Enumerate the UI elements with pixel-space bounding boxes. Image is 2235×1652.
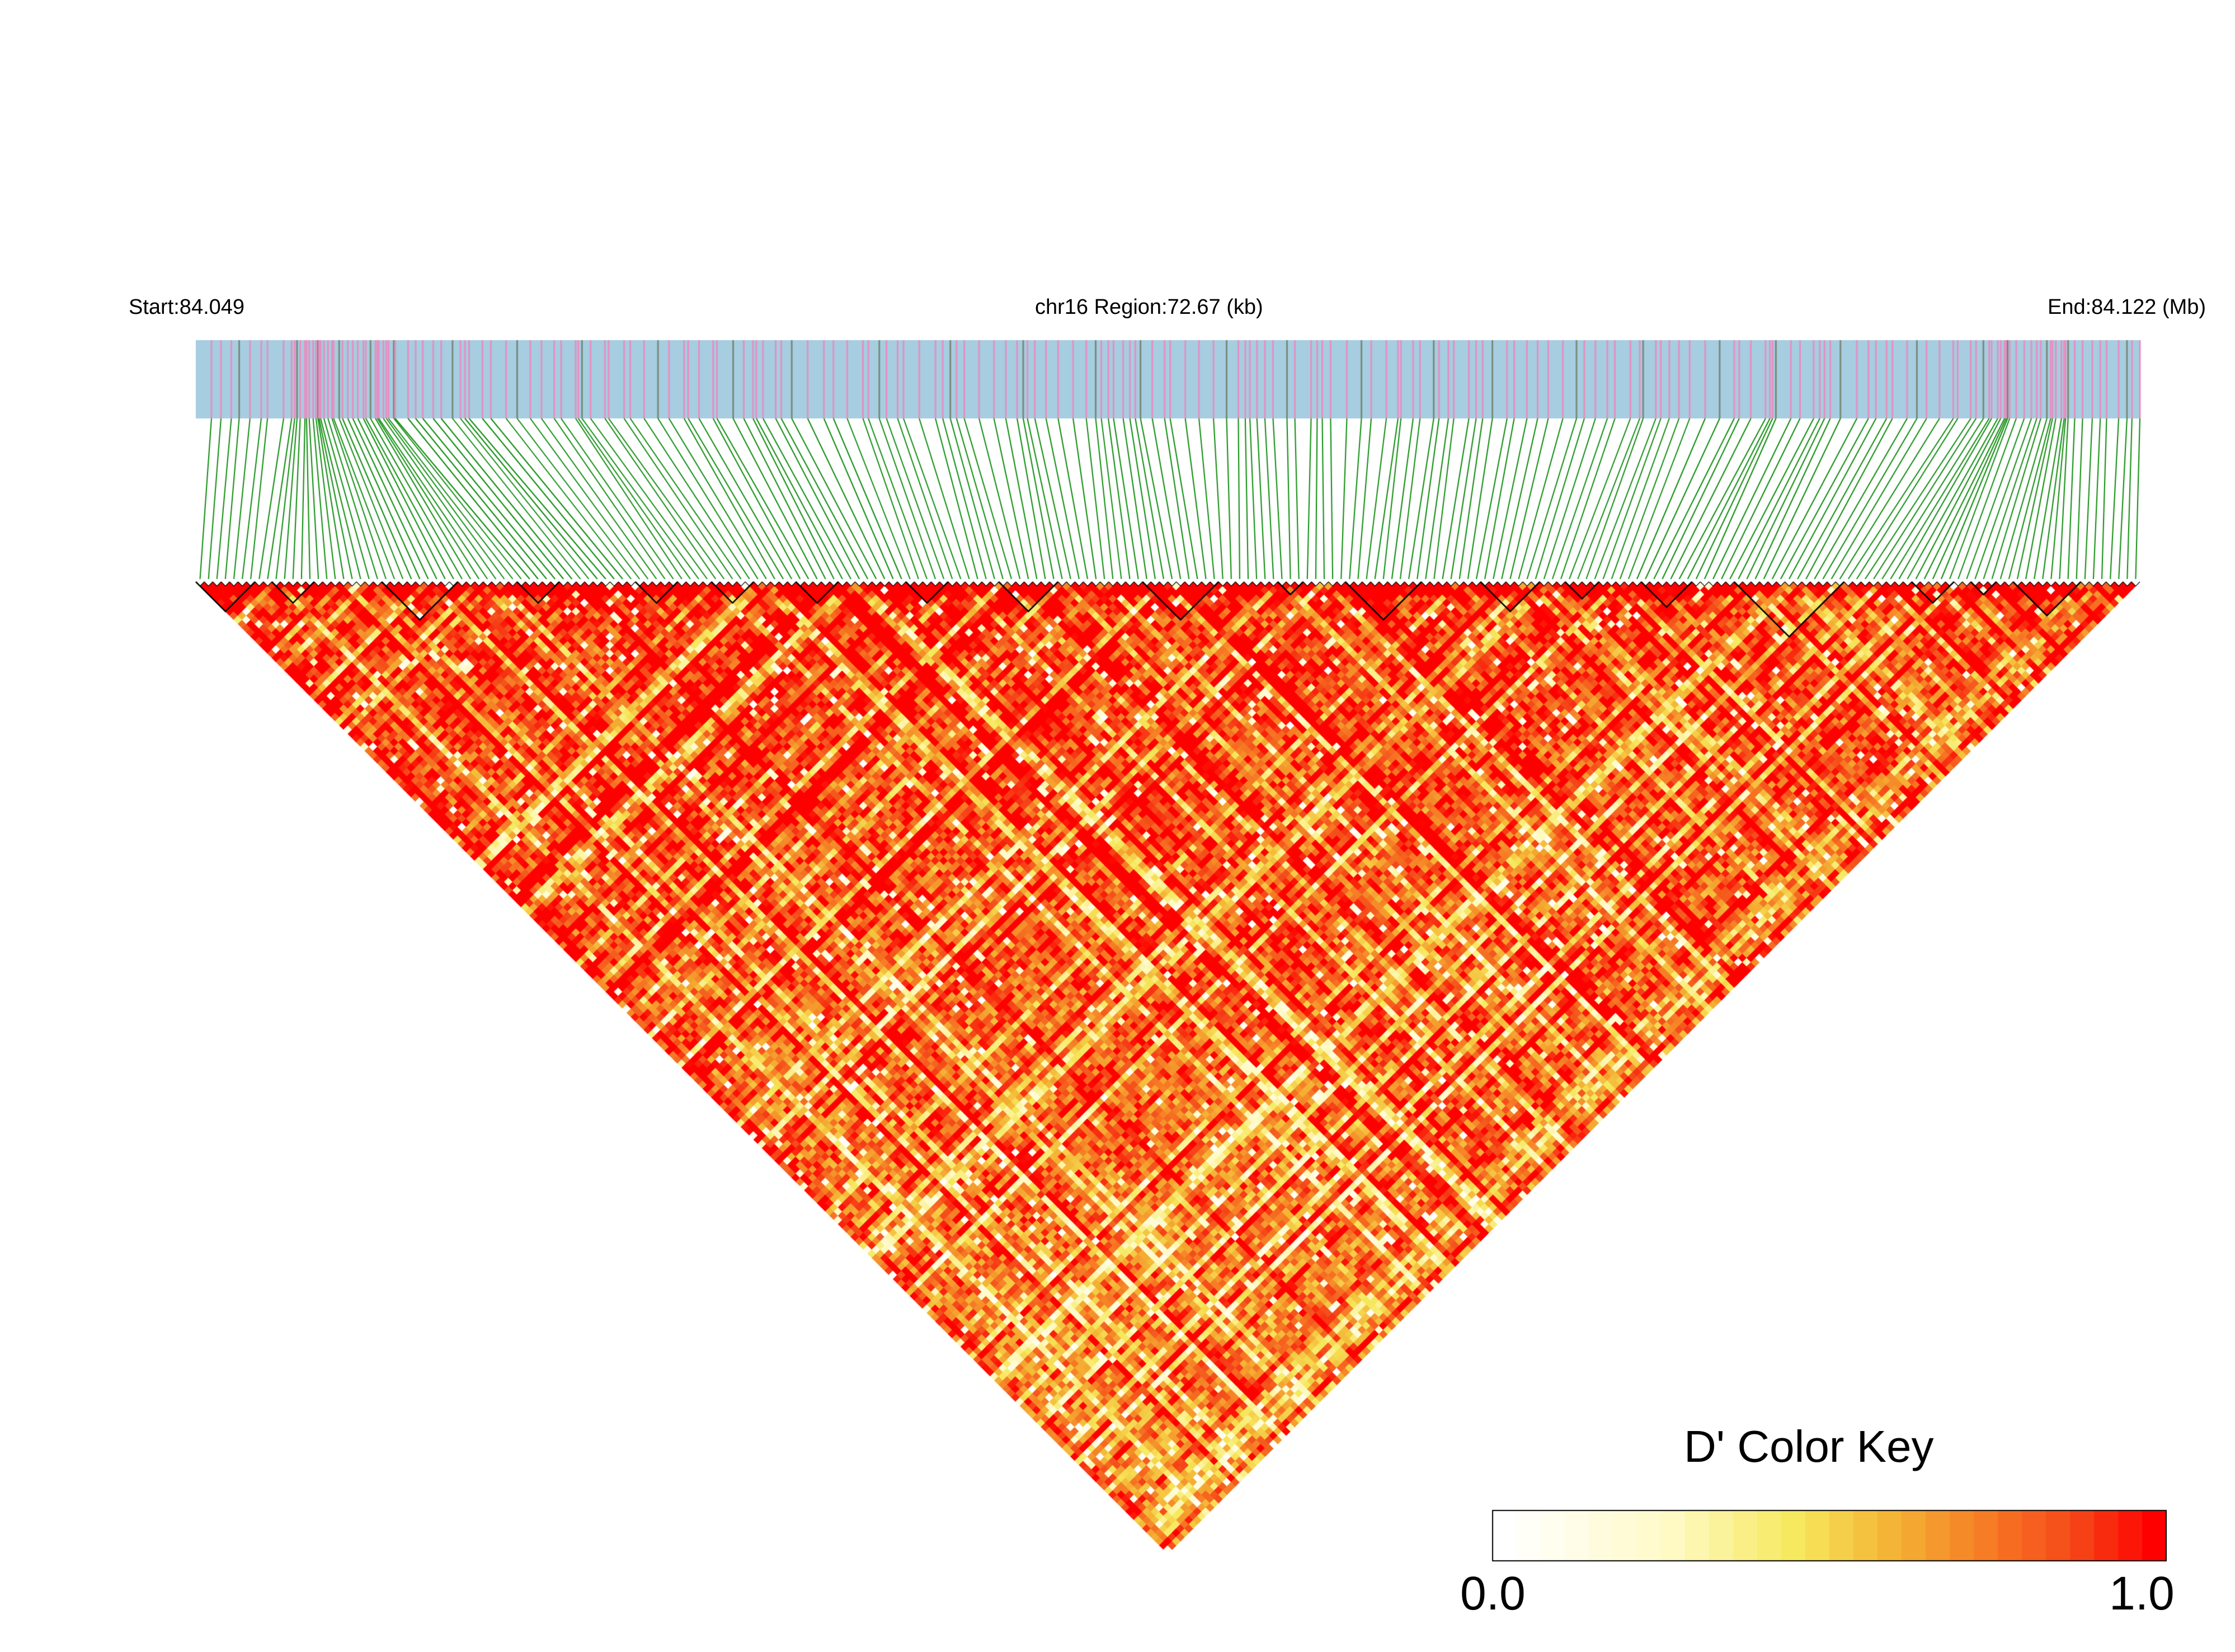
start-position-label: Start:84.049 <box>129 295 245 319</box>
color-key-min-label: 0.0 <box>1460 1567 1526 1620</box>
color-key-max-label: 1.0 <box>2109 1567 2175 1620</box>
region-label: chr16 Region:72.67 (kb) <box>1035 295 1263 319</box>
color-key-title: D' Color Key <box>1684 1422 1934 1471</box>
end-position-label: End:84.122 (Mb) <box>2048 295 2206 319</box>
